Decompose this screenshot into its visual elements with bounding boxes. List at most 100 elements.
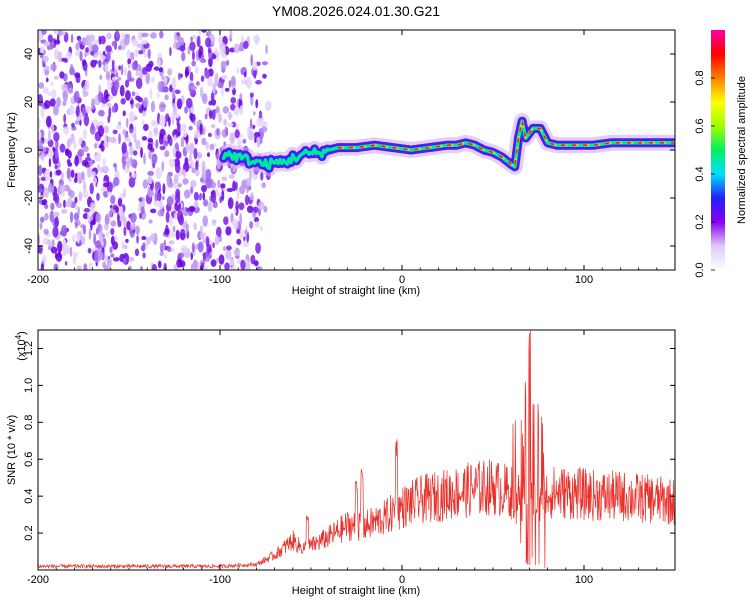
noise-blob bbox=[129, 171, 132, 178]
noise-blob bbox=[63, 126, 70, 135]
colorbar-tick-label: 0.4 bbox=[694, 166, 706, 181]
noise-blob bbox=[143, 96, 149, 108]
noise-blob bbox=[168, 158, 176, 168]
noise-blob bbox=[79, 50, 83, 62]
colorbar-tick-label: 0.0 bbox=[694, 262, 706, 277]
snr-y-tick-label: 0.6 bbox=[23, 452, 35, 467]
noise-blob bbox=[191, 60, 197, 67]
noise-blob bbox=[62, 239, 67, 251]
noise-blob bbox=[59, 143, 66, 153]
colorbar-label: Normalized spectral amplitude bbox=[736, 76, 748, 224]
noise-blob bbox=[212, 242, 215, 249]
noise-blob bbox=[260, 171, 264, 181]
noise-blob bbox=[111, 76, 117, 82]
noise-blob bbox=[211, 123, 216, 129]
noise-blob bbox=[166, 246, 172, 253]
noise-blob bbox=[60, 191, 65, 197]
noise-blob bbox=[201, 166, 207, 179]
noise-blob bbox=[52, 226, 59, 238]
noise-blob bbox=[148, 150, 152, 160]
noise-blob bbox=[63, 113, 66, 124]
noise-blob bbox=[141, 136, 148, 141]
noise-blob bbox=[74, 205, 79, 210]
noise-blob bbox=[140, 146, 143, 159]
figure-title: YM08.2026.024.01.30.G21 bbox=[272, 3, 440, 19]
noise-blob bbox=[147, 175, 153, 185]
noise-blob bbox=[211, 219, 217, 224]
noise-blob bbox=[38, 164, 43, 176]
noise-blob bbox=[189, 112, 193, 121]
noise-blob bbox=[146, 236, 151, 245]
noise-blob bbox=[252, 124, 256, 129]
noise-blob bbox=[104, 62, 109, 73]
noise-blob bbox=[185, 70, 190, 77]
noise-blob bbox=[194, 129, 201, 139]
noise-blob bbox=[222, 106, 230, 114]
noise-blob bbox=[123, 226, 127, 237]
noise-blob bbox=[57, 51, 62, 63]
noise-blob bbox=[131, 61, 138, 71]
noise-blob bbox=[225, 126, 229, 137]
noise-blob bbox=[202, 238, 206, 244]
noise-blob bbox=[147, 143, 153, 151]
noise-blob bbox=[217, 81, 224, 89]
noise-blob bbox=[50, 81, 54, 87]
noise-blob bbox=[94, 249, 99, 261]
noise-blob bbox=[103, 191, 109, 198]
noise-blob bbox=[182, 178, 189, 185]
noise-blob bbox=[176, 258, 183, 268]
noise-blob bbox=[216, 257, 219, 263]
noise-blob bbox=[108, 95, 114, 101]
noise-blob bbox=[221, 176, 228, 182]
noise-blob bbox=[178, 214, 184, 226]
noise-blob bbox=[256, 136, 261, 148]
noise-blob bbox=[175, 41, 182, 48]
noise-blob bbox=[129, 128, 134, 134]
noise-blob bbox=[47, 34, 53, 43]
noise-blob bbox=[253, 260, 259, 267]
noise-blob bbox=[142, 252, 146, 259]
noise-blob bbox=[103, 125, 110, 134]
noise-blob bbox=[118, 45, 122, 51]
noise-blob bbox=[218, 113, 222, 123]
noise-blob bbox=[135, 225, 141, 236]
noise-blob bbox=[59, 184, 66, 193]
noise-blob bbox=[214, 72, 219, 80]
noise-blob bbox=[72, 254, 77, 265]
noise-blob bbox=[219, 195, 222, 204]
noise-blob bbox=[216, 128, 220, 136]
noise-blob bbox=[199, 123, 203, 135]
noise-blob bbox=[188, 142, 195, 154]
snr-frame bbox=[37, 329, 676, 571]
noise-blob bbox=[38, 82, 45, 89]
noise-blob bbox=[239, 133, 243, 139]
noise-blob bbox=[53, 263, 59, 270]
noise-blob bbox=[243, 40, 249, 50]
noise-blob bbox=[262, 73, 267, 79]
noise-blob bbox=[38, 188, 44, 193]
noise-blob bbox=[39, 46, 45, 54]
noise-blob bbox=[211, 109, 216, 121]
noise-blob bbox=[56, 202, 62, 209]
noise-blob bbox=[221, 74, 228, 80]
noise-blob bbox=[117, 76, 122, 81]
noise-blob bbox=[78, 137, 82, 145]
noise-blob bbox=[125, 238, 129, 243]
noise-blob bbox=[134, 163, 137, 169]
snr-x-tick-label: 0 bbox=[399, 574, 405, 586]
noise-blobs bbox=[38, 30, 272, 270]
noise-blob bbox=[82, 189, 89, 199]
noise-blob bbox=[57, 240, 63, 253]
noise-blob bbox=[182, 130, 188, 138]
noise-blob bbox=[219, 46, 226, 56]
noise-blob bbox=[54, 164, 59, 170]
noise-blob bbox=[90, 213, 94, 221]
noise-blob bbox=[97, 125, 105, 137]
noise-blob bbox=[168, 116, 171, 127]
snr-y-axis-label: SNR (10 * v/v) bbox=[6, 415, 18, 485]
noise-blob bbox=[210, 192, 217, 204]
noise-blob bbox=[141, 39, 148, 45]
noise-blob bbox=[202, 191, 206, 201]
noise-blob bbox=[118, 133, 121, 145]
noise-blob bbox=[47, 239, 52, 246]
